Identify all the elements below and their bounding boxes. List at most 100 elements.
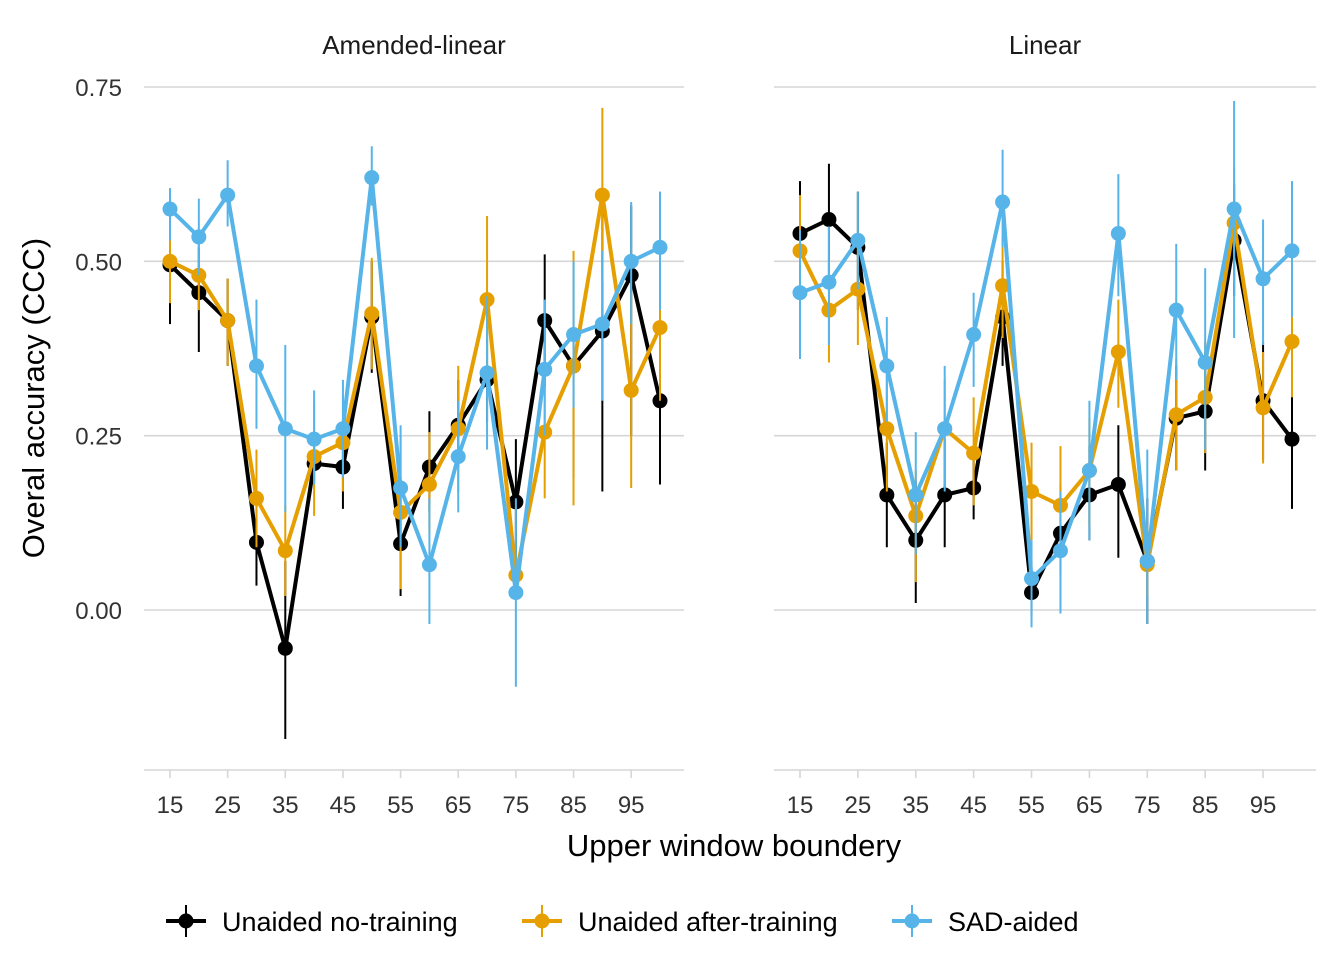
series-no_training [162, 191, 668, 740]
legend-label: Unaided after-training [578, 907, 838, 937]
x-tick-label: 15 [787, 792, 814, 819]
data-point [277, 640, 293, 656]
series-line [798, 221, 1294, 567]
x-tick-label: 75 [1134, 792, 1161, 819]
data-point [908, 487, 924, 503]
data-point [1168, 302, 1184, 318]
x-tick-label: 25 [214, 792, 241, 819]
x-tick-label: 55 [387, 792, 414, 819]
y-tick-label: 0.00 [75, 598, 122, 625]
y-tick-label: 0.75 [75, 75, 122, 102]
legend: Unaided no-training Unaided after-trainin… [166, 905, 1079, 937]
series-sad_aided [792, 100, 1300, 628]
data-point [937, 421, 953, 437]
data-point [879, 421, 895, 437]
series-line [169, 193, 662, 578]
data-point [248, 358, 264, 374]
data-point [479, 365, 495, 381]
y-tick-label: 0.50 [75, 249, 122, 276]
series-line [168, 263, 662, 651]
data-point [995, 278, 1011, 294]
data-point [1168, 407, 1184, 423]
x-tick-label: 85 [560, 792, 587, 819]
data-point [248, 490, 264, 506]
data-point [364, 170, 380, 186]
series-line [799, 200, 1294, 581]
data-point [937, 487, 953, 503]
x-tick-label: 35 [902, 792, 929, 819]
data-point [652, 239, 668, 255]
x-axis-title: Upper window boundery [567, 828, 902, 863]
data-point [537, 361, 553, 377]
data-point [162, 201, 178, 217]
data-point [879, 487, 895, 503]
data-point [821, 211, 837, 227]
x-tick-label: 35 [272, 792, 299, 819]
facet-title: Linear [1009, 30, 1082, 60]
x-tick-label: 85 [1192, 792, 1219, 819]
x-tick-label: 55 [1018, 792, 1045, 819]
x-tick-label: 95 [1250, 792, 1277, 819]
data-point [306, 431, 322, 447]
data-point [1197, 354, 1213, 370]
data-point [1139, 553, 1155, 569]
data-point [966, 327, 982, 343]
data-point [850, 232, 866, 248]
data-point [421, 557, 437, 573]
y-axis-title: Overal accuracy (CCC) [16, 238, 51, 558]
data-point [792, 285, 808, 301]
series-line [799, 217, 1294, 595]
data-point [1284, 243, 1300, 259]
facet-panel-linear: Linear 15 25 35 45 55 65 75 85 95 [774, 30, 1316, 819]
series-no_training [792, 163, 1300, 624]
data-point [594, 316, 610, 332]
data-point [220, 313, 236, 329]
data-point [566, 327, 582, 343]
data-point [1024, 483, 1040, 499]
data-point [364, 306, 380, 322]
data-point [450, 449, 466, 465]
data-point [1052, 543, 1068, 559]
data-point [277, 543, 293, 559]
legend-label: SAD-aided [948, 907, 1079, 937]
series-after_training [792, 167, 1300, 597]
data-point [421, 476, 437, 492]
data-point [508, 585, 524, 601]
x-tick-label: 25 [845, 792, 872, 819]
legend-item-no_training: Unaided no-training [166, 905, 458, 937]
data-point [1110, 344, 1126, 360]
facet-panel-amended-linear: Amended-linear 0.00 0.25 0.50 0.75 15 25 35 45 55… [75, 30, 684, 819]
facet-title: Amended-linear [322, 30, 506, 60]
data-point [1284, 334, 1300, 350]
data-point [821, 274, 837, 290]
data-point [623, 382, 639, 398]
data-point [162, 253, 178, 269]
data-point [277, 421, 293, 437]
legend-item-sad_aided: SAD-aided [892, 905, 1079, 937]
data-point [594, 187, 610, 203]
legend-key-point [534, 913, 550, 929]
x-tick-label: 45 [960, 792, 987, 819]
data-point [1024, 571, 1040, 587]
legend-label: Unaided no-training [222, 907, 458, 937]
legend-key-point [178, 913, 194, 929]
x-tick-label: 65 [1076, 792, 1103, 819]
data-point [995, 194, 1011, 210]
data-point [1110, 476, 1126, 492]
data-point [652, 320, 668, 336]
x-tick-label: 75 [503, 792, 530, 819]
x-tick-label: 95 [618, 792, 645, 819]
data-point [879, 358, 895, 374]
data-point [220, 187, 236, 203]
data-point [191, 229, 207, 245]
legend-key-point [904, 913, 920, 929]
data-point [1110, 225, 1126, 241]
data-point [335, 421, 351, 437]
y-tick-label: 0.25 [75, 424, 122, 451]
series-sad_aided [162, 146, 668, 687]
data-point [1255, 400, 1271, 416]
data-point [1284, 431, 1300, 447]
data-point [1255, 271, 1271, 287]
data-point [393, 480, 409, 496]
